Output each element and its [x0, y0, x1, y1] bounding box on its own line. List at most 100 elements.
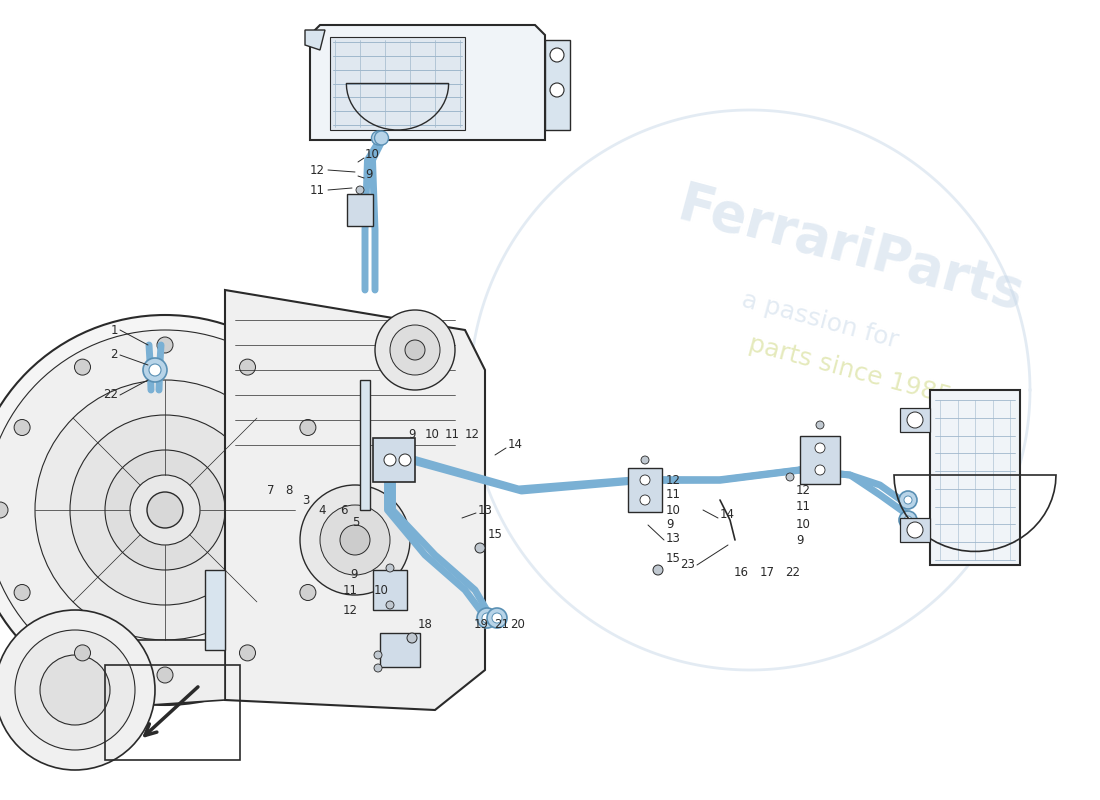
Text: 14: 14 — [508, 438, 522, 451]
Circle shape — [374, 651, 382, 659]
Circle shape — [815, 443, 825, 453]
Circle shape — [157, 337, 173, 353]
Text: 10: 10 — [365, 149, 380, 162]
Circle shape — [384, 454, 396, 466]
Text: 11: 11 — [446, 429, 460, 442]
Circle shape — [386, 564, 394, 572]
Polygon shape — [205, 570, 225, 650]
Text: 1: 1 — [110, 323, 118, 337]
Circle shape — [14, 585, 30, 601]
Circle shape — [372, 131, 385, 145]
Circle shape — [399, 454, 411, 466]
Text: parts since 1985: parts since 1985 — [746, 331, 954, 409]
Text: 11: 11 — [343, 583, 358, 597]
Text: 12: 12 — [310, 163, 324, 177]
Text: 6: 6 — [340, 503, 348, 517]
Circle shape — [374, 664, 382, 672]
Text: 9: 9 — [666, 518, 673, 531]
Text: 17: 17 — [760, 566, 775, 578]
Circle shape — [0, 330, 345, 690]
Text: 13: 13 — [478, 503, 493, 517]
Text: 11: 11 — [796, 499, 811, 513]
Circle shape — [240, 645, 255, 661]
Circle shape — [908, 412, 923, 428]
Circle shape — [70, 415, 260, 605]
Circle shape — [375, 310, 455, 390]
Text: 12: 12 — [796, 483, 811, 497]
Circle shape — [356, 186, 364, 194]
Text: 12: 12 — [465, 429, 480, 442]
Text: 10: 10 — [374, 583, 389, 597]
Polygon shape — [930, 390, 1020, 565]
Circle shape — [899, 511, 917, 529]
Text: 23: 23 — [680, 558, 695, 571]
Text: 10: 10 — [666, 503, 681, 517]
Circle shape — [816, 421, 824, 429]
Text: 9: 9 — [351, 569, 358, 582]
Circle shape — [550, 83, 564, 97]
Text: 22: 22 — [785, 566, 800, 578]
FancyBboxPatch shape — [373, 570, 407, 610]
Circle shape — [374, 131, 388, 145]
Circle shape — [14, 419, 30, 435]
Circle shape — [390, 325, 440, 375]
Text: 9: 9 — [408, 429, 416, 442]
FancyBboxPatch shape — [373, 438, 415, 482]
Polygon shape — [45, 640, 225, 710]
Circle shape — [640, 495, 650, 505]
Circle shape — [300, 585, 316, 601]
Circle shape — [130, 475, 200, 545]
Circle shape — [320, 505, 390, 575]
Circle shape — [340, 525, 370, 555]
Text: 8: 8 — [285, 483, 293, 497]
Circle shape — [104, 450, 226, 570]
Circle shape — [0, 610, 155, 770]
Text: 21: 21 — [494, 618, 509, 631]
Text: 12: 12 — [666, 474, 681, 486]
Circle shape — [15, 630, 135, 750]
Circle shape — [815, 465, 825, 475]
Polygon shape — [360, 380, 370, 510]
FancyBboxPatch shape — [379, 633, 420, 667]
Circle shape — [487, 608, 507, 628]
Text: 20: 20 — [510, 618, 525, 631]
Circle shape — [550, 48, 564, 62]
Circle shape — [148, 364, 161, 376]
Circle shape — [300, 485, 410, 595]
Text: 11: 11 — [310, 183, 324, 197]
Text: 4: 4 — [318, 503, 326, 517]
Text: 15: 15 — [488, 529, 503, 542]
Text: 3: 3 — [302, 494, 309, 506]
Circle shape — [482, 613, 492, 623]
Circle shape — [640, 475, 650, 485]
Circle shape — [653, 565, 663, 575]
FancyBboxPatch shape — [800, 436, 840, 484]
Text: 19: 19 — [474, 618, 490, 631]
Circle shape — [35, 380, 295, 640]
Text: 13: 13 — [666, 531, 681, 545]
Text: 18: 18 — [418, 618, 433, 631]
Text: 9: 9 — [796, 534, 803, 546]
Circle shape — [0, 502, 8, 518]
Circle shape — [407, 633, 417, 643]
Polygon shape — [544, 40, 570, 130]
Polygon shape — [310, 25, 544, 140]
Circle shape — [786, 473, 794, 481]
FancyBboxPatch shape — [628, 468, 662, 512]
Text: a passion for: a passion for — [739, 287, 901, 353]
Circle shape — [641, 456, 649, 464]
Text: FerrariParts: FerrariParts — [671, 179, 1028, 321]
Circle shape — [143, 358, 167, 382]
Circle shape — [0, 315, 360, 705]
Circle shape — [386, 601, 394, 609]
Text: 22: 22 — [103, 389, 118, 402]
Circle shape — [908, 522, 923, 538]
Circle shape — [40, 655, 110, 725]
FancyBboxPatch shape — [346, 194, 373, 226]
Polygon shape — [305, 30, 324, 50]
Text: 15: 15 — [666, 551, 681, 565]
Circle shape — [147, 492, 183, 528]
Text: 9: 9 — [365, 169, 373, 182]
Text: 2: 2 — [110, 349, 118, 362]
Text: 14: 14 — [720, 509, 735, 522]
